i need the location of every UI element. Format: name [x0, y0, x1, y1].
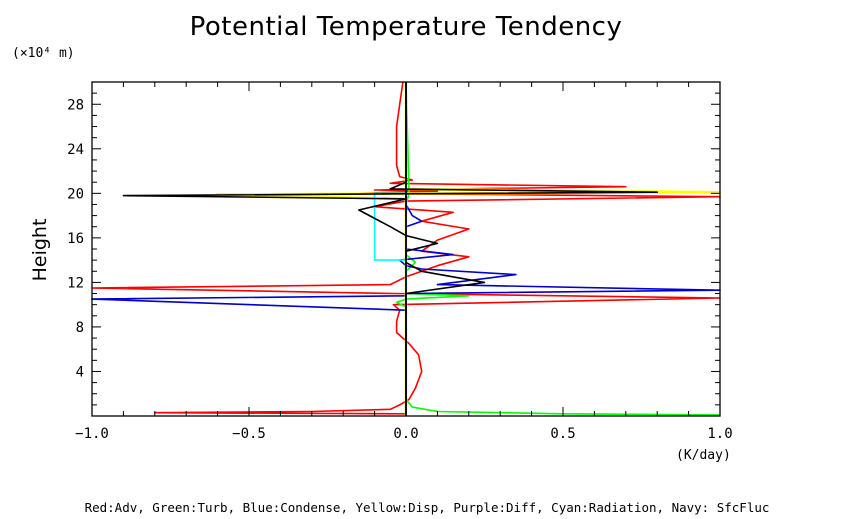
series-radiation: [373, 82, 407, 416]
series-adv: [91, 81, 721, 415]
x-tick-label: 0.5: [550, 426, 575, 442]
y-tick-label: 24: [67, 142, 84, 158]
y-tick-label: 20: [67, 186, 84, 202]
x-tick-label: 0.0: [393, 426, 418, 442]
y-axis-unit: (×10⁴ m): [12, 46, 75, 61]
chart-title: Potential Temperature Tendency: [189, 12, 623, 42]
axis-layer: −1.0 −0.5 0.0 0.5 1.0 4 8 12 16 20 24 28: [67, 81, 733, 442]
y-tick-label: 12: [67, 275, 84, 291]
series-turb: [395, 81, 721, 416]
series-disp: [216, 82, 722, 416]
x-tick-label: −0.5: [232, 426, 266, 442]
y-tick-label: 4: [76, 364, 84, 380]
series-total: [122, 82, 659, 414]
x-tick-label: −1.0: [75, 426, 109, 442]
y-tick-label: 16: [67, 231, 84, 247]
x-tick-label: 1.0: [707, 426, 732, 442]
y-tick-label: 8: [76, 320, 84, 336]
legend-footer: Red:Adv, Green:Turb, Blue:Condense, Yell…: [84, 500, 770, 515]
y-tick-label: 28: [67, 97, 84, 113]
x-axis-unit: (K/day): [676, 448, 731, 463]
